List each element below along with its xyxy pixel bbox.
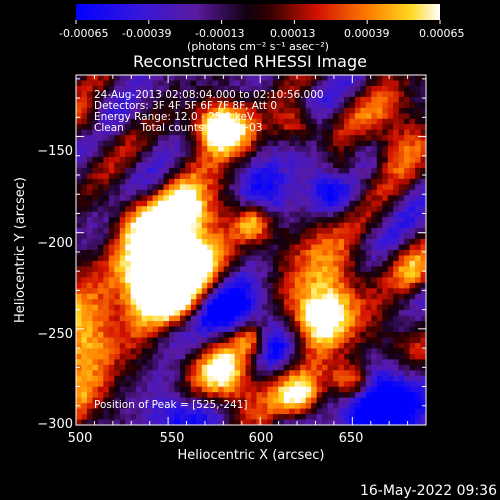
plot-frame: [75, 74, 427, 426]
annotation-detectors: Detectors: 3F 4F 5F 6F 7F 8F, Att 0: [94, 100, 277, 112]
x-tick-label-650: 650: [339, 431, 364, 446]
annotation-energy-range: Energy Range: 12.0 - 25.0 keV: [94, 111, 255, 123]
colorbar-gradient: [76, 4, 440, 20]
colorbar-ticks: [75, 20, 441, 24]
axis-ticks: [75, 75, 427, 426]
colorbar-tick-label-2: -0.00013: [195, 27, 244, 40]
x-tick-label-600: 600: [249, 431, 274, 446]
y-tick-label-150: −150: [37, 144, 73, 159]
chart-title: Reconstructed RHESSI Image: [133, 52, 367, 71]
y-axis-label: Heliocentric Y (arcsec): [13, 177, 28, 323]
y-tick-label-200: −200: [37, 236, 73, 251]
plot-annotations: 24-Aug-2013 02:08:04.000 to 02:10:56.000…: [94, 89, 324, 411]
colorbar-tick-label-4: 0.00039: [344, 27, 390, 40]
heatmap-image: [76, 75, 426, 425]
colorbar-tick-label-1: -0.00039: [122, 27, 171, 40]
y-tick-label-300: −300: [37, 417, 73, 432]
colorbar: -0.00065 -0.00039 -0.00013 0.00013 0.000…: [59, 4, 465, 53]
colorbar-tick-label-5: 0.00065: [419, 27, 465, 40]
colorbar-tick-label-3: 0.00013: [270, 27, 316, 40]
x-tick-label-550: 550: [160, 431, 185, 446]
annotation-time-range: 24-Aug-2013 02:08:04.000 to 02:10:56.000: [94, 89, 324, 101]
x-axis-label: Heliocentric X (arcsec): [178, 448, 325, 463]
x-tick-label-500: 500: [68, 431, 93, 446]
annotation-clean-counts: Clean Total counts: 4.56E+03: [94, 122, 263, 134]
colorbar-tick-label-0: -0.00065: [59, 27, 108, 40]
y-tick-label-250: −250: [37, 327, 73, 342]
footer-timestamp: 16-May-2022 09:36: [360, 483, 497, 499]
annotation-peak-position: Position of Peak = [525,-241]: [94, 399, 248, 411]
colorbar-unit-label: (photons cm⁻² s⁻¹ asec⁻²): [187, 40, 329, 53]
